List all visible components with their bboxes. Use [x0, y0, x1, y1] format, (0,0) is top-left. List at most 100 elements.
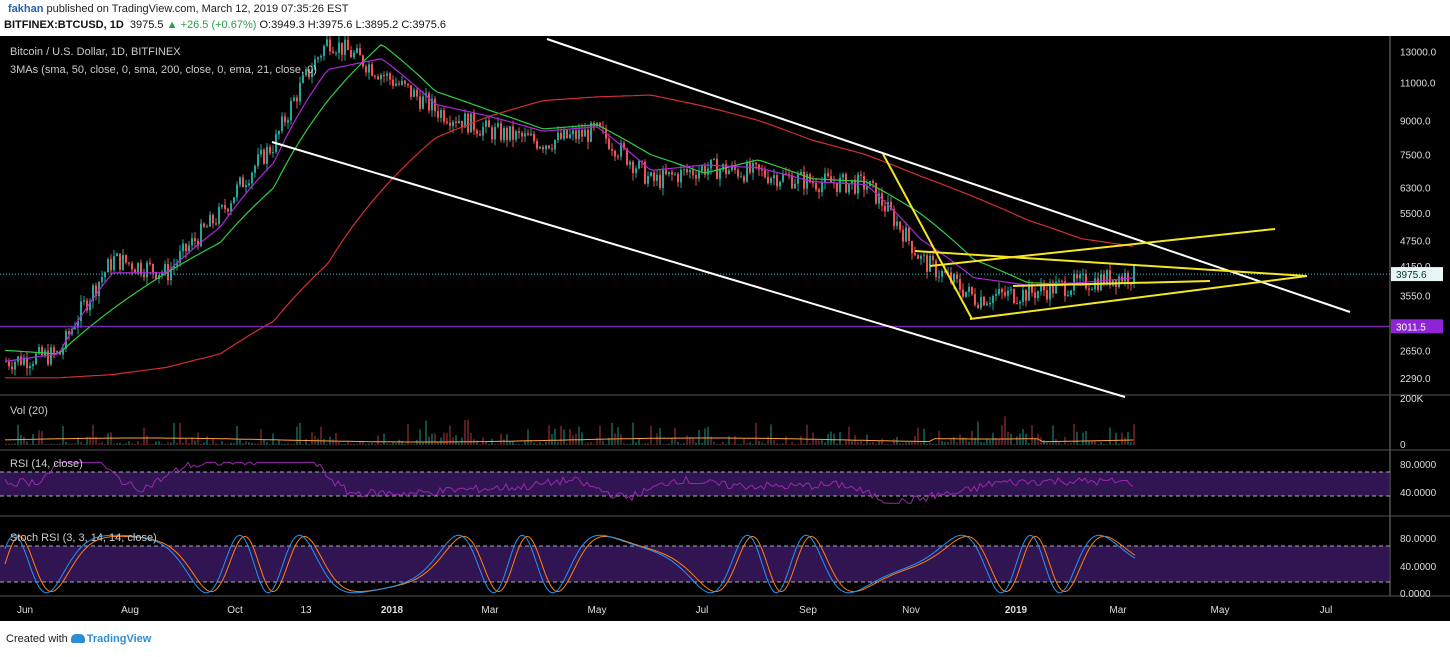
volume-bar — [35, 443, 37, 445]
author-link[interactable]: fakhan — [8, 3, 44, 15]
candle-body — [323, 45, 325, 56]
volume-bar — [257, 443, 259, 445]
volume-bar — [749, 442, 751, 445]
volume-bar — [137, 441, 139, 445]
candle-body — [599, 122, 601, 127]
candle-body — [644, 161, 646, 184]
candle-body — [656, 174, 658, 181]
tradingview-link[interactable]: TradingView — [86, 633, 152, 645]
candle-body — [452, 121, 454, 126]
candle-body — [314, 59, 316, 70]
published-line: fakhan published on TradingView.com, Mar… — [8, 3, 348, 15]
volume-bar — [824, 442, 826, 445]
candle-body — [731, 164, 733, 171]
candle-body — [575, 130, 577, 139]
candle-body — [83, 300, 85, 302]
candle-body — [743, 176, 745, 182]
trading-chart[interactable]: 200K 0 80.0000 40.0000 80.0000 40.0000 0.000… — [0, 36, 1450, 621]
candle-body — [62, 348, 64, 355]
volume-bar — [671, 438, 673, 445]
volume-bar — [848, 426, 850, 445]
volume-bar — [986, 439, 988, 445]
descending-channel-lower — [271, 141, 1126, 398]
candle-body — [20, 356, 22, 365]
volume-bar — [497, 443, 499, 445]
ohlc-values: O:3949.3 H:3975.6 L:3895.2 C:3975.6 — [259, 19, 447, 31]
candle-body — [944, 271, 946, 273]
candle-body — [779, 181, 781, 187]
volume-bar — [941, 440, 943, 445]
symbol-line: BITFINEX:BTCUSD, 1D 3975.5 ▲ +26.5 (+0.6… — [4, 19, 446, 31]
volume-bar — [809, 443, 811, 445]
candle-body — [794, 183, 796, 189]
volume-bar — [929, 442, 931, 445]
candle-body — [158, 274, 160, 279]
candle-body — [434, 98, 436, 111]
volume-bar — [65, 442, 67, 445]
candle-body — [398, 83, 400, 85]
candle-body — [257, 154, 259, 167]
volume-bar — [194, 440, 196, 445]
candle-body — [887, 201, 889, 212]
candle-body — [509, 126, 511, 140]
rising-resistance-line — [929, 228, 1276, 267]
candle-body — [1034, 292, 1036, 298]
candle-body — [932, 255, 934, 261]
rsi-pane: 80.0000 40.0000 — [0, 460, 1437, 504]
volume-bar — [71, 443, 73, 445]
volume-bar — [959, 434, 961, 445]
volume-bar — [383, 433, 385, 445]
volume-bar — [164, 443, 166, 445]
candle-body — [458, 120, 460, 124]
volume-bar — [908, 442, 910, 445]
volume-bar — [98, 443, 100, 445]
volume-bar — [989, 440, 991, 445]
candle-body — [797, 174, 799, 184]
time-tick-label: Aug — [121, 605, 139, 616]
volume-bar — [407, 423, 409, 445]
volume-bar — [170, 442, 172, 445]
volume-bar — [518, 443, 520, 445]
volume-bar — [1001, 425, 1003, 445]
volume-bar — [860, 441, 862, 445]
candle-body — [500, 123, 502, 141]
volume-bar — [467, 419, 469, 445]
candle-body — [182, 243, 184, 252]
volume-bar — [569, 428, 571, 445]
volume-bar — [935, 443, 937, 445]
volume-bar — [452, 437, 454, 445]
volume-bar — [134, 443, 136, 445]
volume-bar — [707, 426, 709, 445]
volume-bar — [104, 443, 106, 445]
volume-bar — [1088, 441, 1090, 445]
volume-bar — [638, 438, 640, 445]
volume-bar — [353, 443, 355, 445]
chart-background — [0, 36, 1450, 621]
volume-bar — [1124, 437, 1126, 445]
volume-bar — [41, 431, 43, 445]
volume-bar — [926, 443, 928, 445]
candle-body — [377, 76, 379, 80]
volume-bar — [800, 436, 802, 445]
volume-bar — [431, 433, 433, 445]
volume-bar — [83, 443, 85, 445]
candle-body — [578, 129, 580, 139]
volume-bar — [512, 441, 514, 445]
candle-body — [998, 288, 1000, 295]
volume-bar — [494, 443, 496, 445]
ema-21-line — [4, 58, 1134, 362]
candle-body — [545, 145, 547, 150]
volume-bar — [419, 429, 421, 445]
candle-body — [1025, 289, 1027, 301]
volume-bar — [380, 443, 382, 445]
volume-bar — [461, 437, 463, 445]
candle-body — [23, 357, 25, 365]
candle-body — [329, 39, 331, 52]
candle-body — [770, 178, 772, 183]
candle-body — [389, 73, 391, 80]
candle-body — [716, 158, 718, 180]
volume-bar — [296, 426, 298, 445]
candle-body — [8, 361, 10, 367]
candle-body — [1061, 280, 1063, 282]
volume-bar — [1118, 443, 1120, 445]
